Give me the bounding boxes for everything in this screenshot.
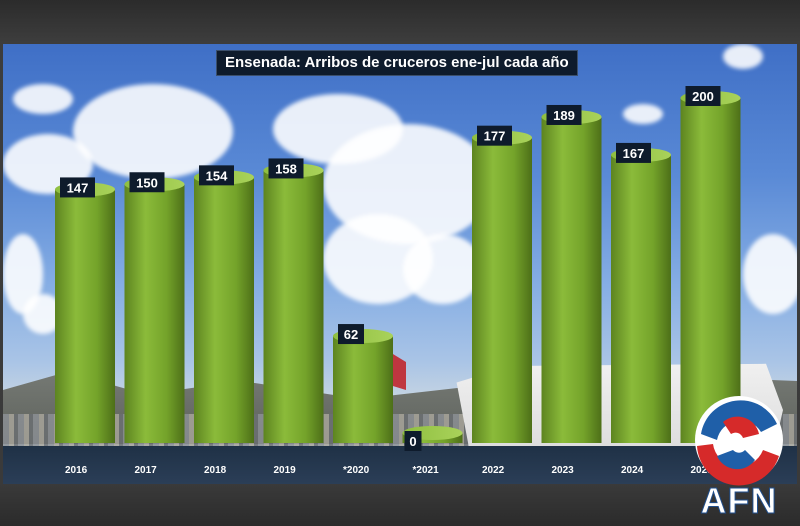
x-tick-label: 2017 bbox=[135, 465, 158, 476]
svg-text:154: 154 bbox=[206, 168, 228, 183]
cloud bbox=[13, 84, 73, 114]
value-label: 147 bbox=[60, 177, 95, 198]
water bbox=[3, 446, 797, 484]
bar-2018 bbox=[194, 170, 254, 443]
afn-logo-icon bbox=[695, 396, 783, 486]
svg-text:150: 150 bbox=[136, 175, 158, 190]
x-tick-label: 2022 bbox=[482, 465, 505, 476]
x-tick-label: *2021 bbox=[413, 465, 440, 476]
x-tick-label: *2020 bbox=[343, 465, 370, 476]
svg-text:177: 177 bbox=[484, 129, 506, 144]
value-label: 150 bbox=[129, 172, 165, 193]
bar-2023 bbox=[541, 109, 602, 443]
value-label: 167 bbox=[616, 142, 651, 163]
value-label: 189 bbox=[546, 104, 582, 125]
bar-2019 bbox=[263, 163, 324, 443]
bar-2022 bbox=[472, 130, 532, 444]
bar-2016 bbox=[55, 182, 115, 443]
x-tick-label: 2018 bbox=[204, 465, 227, 476]
value-label: 200 bbox=[685, 86, 721, 106]
bar-2017 bbox=[124, 177, 185, 443]
bar-2025 bbox=[680, 91, 741, 443]
svg-text:158: 158 bbox=[275, 161, 297, 176]
cloud bbox=[623, 104, 663, 124]
afn-logo-text: AFN bbox=[700, 480, 778, 522]
value-label: 158 bbox=[268, 158, 304, 179]
value-label: 0 bbox=[404, 431, 422, 451]
cloud bbox=[73, 84, 233, 179]
x-tick-label: 2025 bbox=[691, 465, 714, 476]
value-label: 154 bbox=[199, 165, 234, 186]
svg-text:62: 62 bbox=[344, 327, 358, 342]
x-tick-label: 2016 bbox=[65, 465, 88, 476]
value-label: 177 bbox=[477, 125, 512, 146]
value-label: 62 bbox=[338, 324, 364, 345]
x-tick-label: 2019 bbox=[274, 465, 297, 476]
bar-2020 bbox=[333, 329, 393, 443]
svg-text:147: 147 bbox=[67, 180, 89, 195]
svg-text:189: 189 bbox=[553, 108, 575, 123]
chart-title: Ensenada: Arribos de cruceros ene-jul ca… bbox=[216, 50, 578, 76]
x-tick-label: 2024 bbox=[621, 465, 644, 476]
cloud bbox=[743, 234, 797, 314]
svg-text:0: 0 bbox=[409, 434, 416, 449]
svg-text:167: 167 bbox=[623, 146, 645, 161]
x-tick-label: 2023 bbox=[552, 465, 575, 476]
cloud bbox=[723, 44, 763, 69]
cloud bbox=[403, 234, 483, 304]
bar-2024 bbox=[611, 147, 671, 444]
svg-text:200: 200 bbox=[692, 89, 714, 104]
